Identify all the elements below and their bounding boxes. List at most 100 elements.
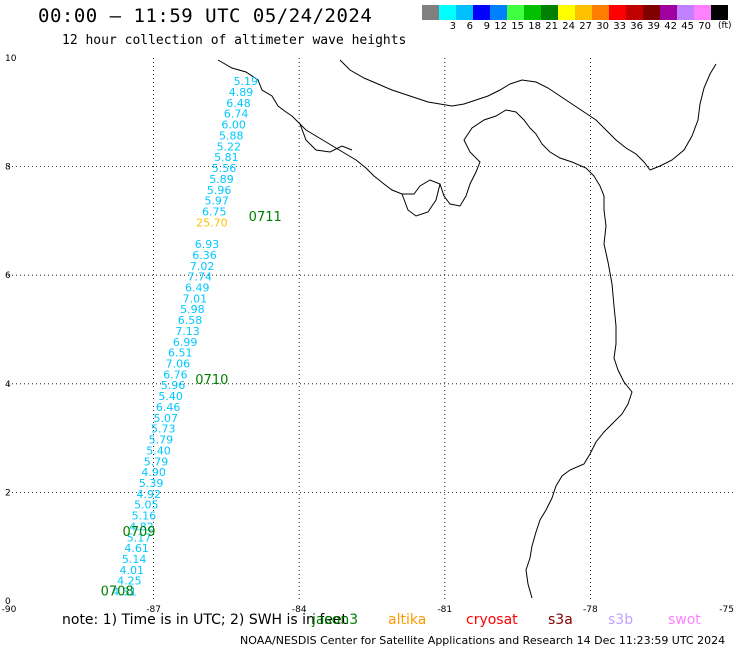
wave-height-label: 6.99 (173, 336, 198, 349)
wave-height-label: 5.73 (151, 423, 176, 436)
wave-height-label: 7.02 (190, 260, 215, 273)
color-swatch (439, 5, 456, 20)
color-swatch (643, 5, 660, 20)
y-tick-label: 6 (5, 271, 11, 281)
wave-height-label: 5.22 (217, 140, 242, 153)
y-tick-label: 0 (5, 597, 11, 607)
coastline-colombia-north (649, 63, 717, 171)
wave-height-label: 5.05 (134, 499, 159, 512)
wave-height-label: 4.01 (120, 564, 145, 577)
wave-height-label: 5.96 (207, 184, 232, 197)
color-scale-label: 42 (664, 21, 677, 32)
color-swatch (558, 5, 575, 20)
footnote: note: 1) Time is in UTC; 2) SWH is in fe… (62, 612, 348, 628)
color-swatch (711, 5, 728, 20)
wave-height-label: 6.74 (224, 108, 249, 121)
y-tick-label: 4 (5, 380, 11, 390)
color-swatch (456, 5, 473, 20)
wave-height-label: 4.31 (112, 586, 137, 599)
wave-height-label: 6.75 (202, 205, 227, 218)
satellite-legend-item: jason3 (312, 612, 359, 628)
wave-height-label: 5.07 (153, 412, 178, 425)
color-scale-bar (422, 5, 728, 20)
wave-height-label: 6.46 (156, 401, 181, 414)
wave-height-label: 7.01 (183, 292, 208, 305)
coastline (217, 59, 717, 599)
color-scale-label: 6 (466, 21, 473, 32)
wave-height-label: 5.88 (219, 129, 244, 142)
wave-height-label: 6.49 (185, 281, 210, 294)
satellite-legend-item: cryosat (466, 612, 518, 628)
color-scale-label: 33 (613, 21, 626, 32)
color-swatch (473, 5, 490, 20)
wave-height-label: 7.74 (187, 271, 212, 284)
pass-time-label: 0711 (249, 210, 282, 225)
wave-height-label: 4.61 (124, 542, 149, 555)
wave-height-label: 6.93 (195, 238, 220, 251)
x-tick-label: -90 (2, 605, 17, 615)
wave-height-label: 25.70 (196, 216, 228, 229)
wave-height-label: 5.19 (234, 75, 259, 88)
wave-height-label: 4.92 (136, 488, 161, 501)
wave-height-label: 5.96 (161, 379, 186, 392)
wave-height-label: 6.51 (168, 347, 193, 360)
wave-height-label: 6.00 (221, 119, 246, 132)
wave-height-label: 5.97 (204, 195, 229, 208)
color-swatch (507, 5, 524, 20)
color-scale-labels: 3 6 9 12 15 18 21 24 27 30 33 36 39 42 45 70 (422, 21, 711, 32)
pass-time-labels: 0711 0710 0709 0708 (101, 210, 282, 600)
y-tick-label: 8 (5, 163, 11, 173)
color-swatch (592, 5, 609, 20)
pass-time-label: 0710 (195, 373, 228, 388)
coastline-caribbean (339, 59, 651, 171)
wave-height-label: 4.82 (129, 520, 154, 533)
y-tick-label: 2 (5, 488, 11, 498)
color-scale-label: 30 (596, 21, 609, 32)
wave-height-label: 7.13 (175, 325, 200, 338)
wave-height-label: 5.16 (132, 510, 157, 523)
wave-height-label: 5.17 (127, 531, 152, 544)
pass-time-label: 0709 (122, 525, 155, 540)
map-title: 00:00 – 11:59 UTC 05/24/2024 (38, 5, 373, 27)
color-scale-label: 39 (647, 21, 660, 32)
satellite-legend-item: swot (668, 612, 701, 628)
color-swatch (626, 5, 643, 20)
color-swatch (609, 5, 626, 20)
wave-height-label: 6.36 (192, 249, 217, 262)
color-swatch (575, 5, 592, 20)
color-scale-label: 3 (449, 21, 456, 32)
wave-height-label: 4.89 (229, 86, 254, 99)
wave-height-label: 6.48 (226, 97, 251, 110)
satellite-legend-item: altika (388, 612, 427, 628)
grid-lines (8, 58, 736, 601)
wave-height-label: 5.39 (139, 477, 164, 490)
color-swatch (490, 5, 507, 20)
x-tick-label: -84 (292, 605, 307, 615)
wave-height-label: 6.58 (178, 314, 203, 327)
pass-time-label: 0708 (101, 585, 134, 600)
color-scale-label: 36 (630, 21, 643, 32)
coastline-gulf-detail (299, 123, 353, 153)
axis-tick-labels: -90 -87 -84 -81 -78 -75 10 8 6 4 2 0 (2, 54, 734, 615)
wave-height-label: 5.56 (212, 162, 237, 175)
color-swatch (694, 5, 711, 20)
wave-height-label: 5.98 (180, 303, 205, 316)
wave-height-label: 6.76 (163, 368, 188, 381)
wave-height-label: 5.79 (149, 434, 174, 447)
wave-height-label: 5.89 (209, 173, 234, 186)
map-subtitle: 12 hour collection of altimeter wave hei… (62, 33, 407, 48)
wave-height-label: 4.90 (141, 466, 166, 479)
wave-height-label: 4.25 (117, 575, 142, 588)
x-tick-label: -81 (437, 605, 452, 615)
color-scale-label: 70 (698, 21, 711, 32)
wave-height-label: 5.81 (214, 151, 239, 164)
color-swatch (677, 5, 694, 20)
color-scale-label: 18 (528, 21, 541, 32)
wave-height-label: 5.79 (144, 455, 169, 468)
color-scale-label: 21 (545, 21, 558, 32)
color-scale-label: 15 (511, 21, 524, 32)
x-tick-label: -75 (719, 605, 734, 615)
coastline-azuero (401, 183, 441, 217)
credit-line: NOAA/NESDIS Center for Satellite Applica… (240, 634, 726, 647)
